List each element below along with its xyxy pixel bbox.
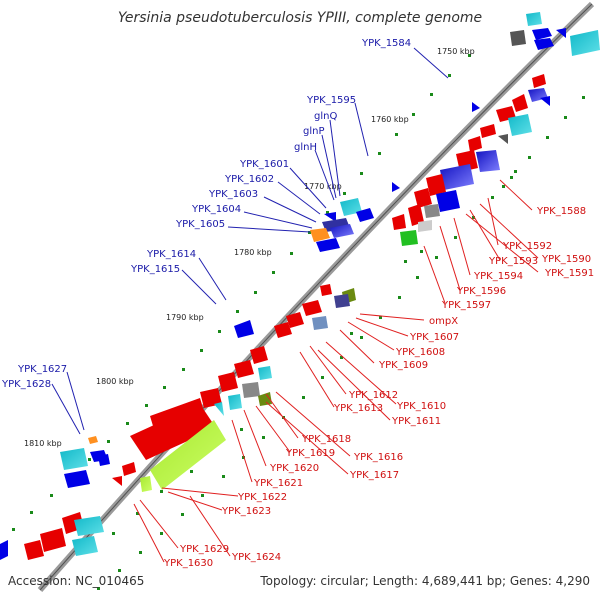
genome-summary: Topology: circular; Length: 4,689,441 bp… <box>260 574 590 588</box>
label-YPK_1604: YPK_1604 <box>191 204 241 215</box>
kbp-ticks: 1750 kbp 1760 kbp 1770 kbp 1780 kbp 1790… <box>24 47 475 448</box>
label-YPK_1615: YPK_1615 <box>130 264 180 275</box>
tick-1770: 1770 kbp <box>304 182 342 191</box>
label-YPK_1595: YPK_1595 <box>306 95 356 106</box>
label-YPK_1607: YPK_1607 <box>409 332 459 343</box>
genome-backbone <box>37 1 595 592</box>
accession-label: Accession: NC_010465 <box>8 574 145 588</box>
label-YPK_1593: YPK_1593 <box>488 256 538 267</box>
label-YPK_1609: YPK_1609 <box>378 360 428 371</box>
label-YPK_1621: YPK_1621 <box>253 478 303 489</box>
plus-leaders <box>51 47 449 435</box>
tick-1790: 1790 kbp <box>166 313 204 322</box>
tick-1800: 1800 kbp <box>96 377 134 386</box>
label-YPK_1630: YPK_1630 <box>163 558 213 569</box>
tick-dots <box>12 54 585 590</box>
minus-leaders <box>133 179 539 563</box>
label-YPK_1627: YPK_1627 <box>17 364 67 375</box>
minus-strand-genes <box>24 74 550 560</box>
label-YPK_1612: YPK_1612 <box>348 390 398 401</box>
label-YPK_1601: YPK_1601 <box>239 159 289 170</box>
label-YPK_1610: YPK_1610 <box>396 401 446 412</box>
label-YPK_1614: YPK_1614 <box>146 249 196 260</box>
label-YPK_1605: YPK_1605 <box>175 219 225 230</box>
label-YPK_1588: YPK_1588 <box>536 206 586 217</box>
label-YPK_1591: YPK_1591 <box>544 268 594 279</box>
label-YPK_1594: YPK_1594 <box>473 271 523 282</box>
label-YPK_1613: YPK_1613 <box>333 403 383 414</box>
label-glnP: glnP <box>303 126 325 137</box>
label-YPK_1622: YPK_1622 <box>237 492 287 503</box>
tick-1750: 1750 kbp <box>437 47 475 56</box>
label-YPK_1584: YPK_1584 <box>361 38 411 49</box>
tick-1760: 1760 kbp <box>371 115 409 124</box>
map-title: Yersinia pseudotuberculosis YPIII, compl… <box>117 10 483 26</box>
label-YPK_1611: YPK_1611 <box>391 416 441 427</box>
label-YPK_1624: YPK_1624 <box>231 552 281 563</box>
tick-1780: 1780 kbp <box>234 248 272 257</box>
label-YPK_1597: YPK_1597 <box>441 300 491 311</box>
label-YPK_1596: YPK_1596 <box>456 286 506 297</box>
tick-1810: 1810 kbp <box>24 439 62 448</box>
minus-labels: YPK_1588 YPK_1592 YPK_1590 YPK_1593 YPK_… <box>163 206 594 569</box>
plus-strand-genes <box>0 12 600 560</box>
label-YPK_1602: YPK_1602 <box>224 174 274 185</box>
plus-labels: YPK_1584 YPK_1595 glnQ glnP glnH YPK_160… <box>1 38 411 390</box>
label-YPK_1628: YPK_1628 <box>1 379 51 390</box>
label-glnH: glnH <box>294 142 317 153</box>
label-YPK_1590: YPK_1590 <box>541 254 591 265</box>
label-YPK_1629: YPK_1629 <box>179 544 229 555</box>
label-YPK_1620: YPK_1620 <box>269 463 319 474</box>
label-YPK_1619: YPK_1619 <box>285 448 335 459</box>
label-glnQ: glnQ <box>314 111 337 122</box>
label-YPK_1616: YPK_1616 <box>353 452 403 463</box>
label-ompX: ompX <box>429 316 458 327</box>
label-YPK_1618: YPK_1618 <box>301 434 351 445</box>
label-YPK_1608: YPK_1608 <box>395 347 445 358</box>
label-YPK_1617: YPK_1617 <box>349 470 399 481</box>
label-YPK_1603: YPK_1603 <box>208 189 258 200</box>
label-YPK_1592: YPK_1592 <box>502 241 552 252</box>
label-YPK_1623: YPK_1623 <box>221 506 271 517</box>
